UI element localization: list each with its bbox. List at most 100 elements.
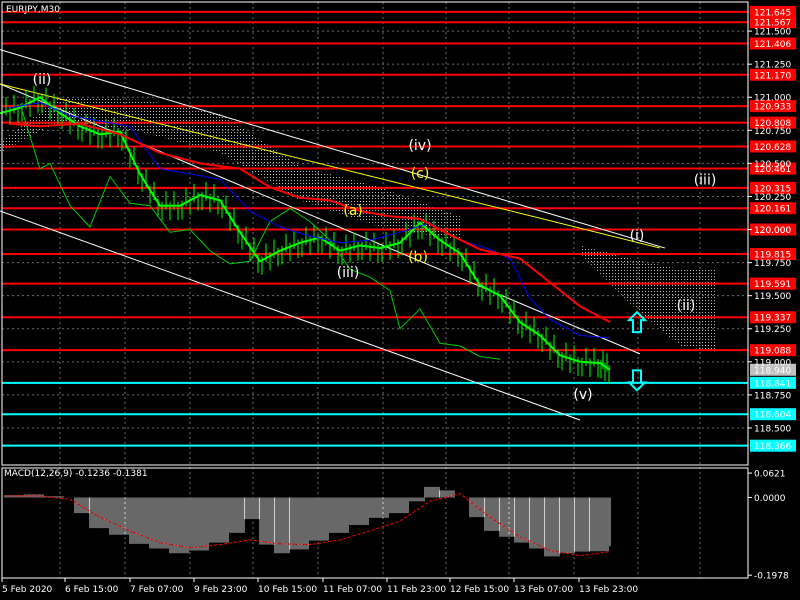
level-label: 120.315 — [754, 184, 791, 194]
wave-label: (iv) — [408, 138, 431, 154]
level-label-box — [750, 140, 796, 153]
level-label-box — [750, 37, 796, 50]
main-panel-border — [1, 1, 749, 466]
level-label-box — [750, 376, 796, 389]
wave-annotations: (ii) (iv) (c) (iii) (a) (i) (b) (iii) (ii) (v) — [33, 72, 717, 403]
indicator-line — [9, 122, 611, 323]
level-label: 120.000 — [754, 226, 791, 236]
level-label: 121.406 — [754, 40, 791, 50]
level-label: 119.591 — [754, 280, 791, 290]
level-label-box — [750, 68, 796, 81]
cloud-segment — [0, 97, 460, 241]
level-label-box — [750, 116, 796, 129]
level-label: 121.567 — [754, 19, 791, 29]
macd-y-tick-label: 0.0621 — [754, 470, 786, 480]
x-tick-label: 9 Feb 23:00 — [194, 585, 248, 595]
x-tick-label: 11 Feb 23:00 — [387, 585, 446, 595]
macd-signal-line — [5, 492, 611, 557]
current-price-box — [750, 363, 796, 376]
y-tick-label: 119.500 — [754, 292, 791, 302]
level-label-box — [750, 223, 796, 236]
price-line — [0, 96, 611, 371]
level-label-box — [750, 16, 796, 29]
level-label-box — [750, 162, 796, 175]
level-label: 121.645 — [754, 8, 791, 18]
indicator-lines — [0, 85, 611, 384]
level-label-box — [750, 408, 796, 421]
wave-label: (v) — [573, 387, 592, 403]
level-label-box — [750, 344, 796, 357]
y-tick-label: 121.500 — [754, 28, 791, 38]
y-tick-label: 119.250 — [754, 325, 791, 335]
level-label: 121.170 — [754, 71, 791, 81]
macd-title: MACD(12,26,9) -0.1236 -0.1381 — [4, 469, 148, 479]
level-label: 120.161 — [754, 205, 791, 215]
level-label: 118.841 — [754, 379, 791, 389]
y-tick-label: 119.750 — [754, 259, 791, 269]
y-tick-label: 120.000 — [754, 226, 791, 236]
x-tick-label: 10 Feb 15:00 — [258, 585, 317, 595]
macd-y-tick-label: 0.0000 — [754, 494, 786, 504]
trend-lines — [0, 49, 666, 421]
level-label: 118.366 — [754, 442, 791, 452]
level-label: 119.815 — [754, 251, 791, 261]
indicator-line — [9, 101, 611, 339]
level-label-box — [750, 202, 796, 215]
wave-label: (iii) — [694, 173, 717, 189]
arrow-up-icon — [626, 310, 648, 334]
x-tick-label: 5 Feb 2020 — [2, 585, 53, 595]
level-label-box — [750, 439, 796, 452]
y-tick-label: 121.000 — [754, 94, 791, 104]
level-label-box — [750, 100, 796, 113]
y-tick-label: 120.750 — [754, 127, 791, 137]
wave-label: (a) — [343, 203, 363, 219]
wave-label: (b) — [408, 249, 428, 265]
cloud-segment — [580, 245, 715, 352]
x-tick-label: 12 Feb 15:00 — [450, 585, 509, 595]
chart-title: EURJPY,M30 — [6, 5, 60, 15]
level-label-box — [750, 181, 796, 194]
level-label: 119.088 — [754, 347, 791, 357]
level-label-box — [750, 248, 796, 261]
time-axis: 5 Feb 2020 6 Feb 15:00 7 Feb 07:00 9 Feb 23… — [1, 578, 638, 595]
y-tick-label: 120.500 — [754, 160, 791, 170]
macd-y-tick-label: -0.1978 — [754, 572, 789, 582]
level-label-box — [750, 5, 796, 18]
wave-label: (i) — [630, 228, 645, 244]
x-tick-label: 11 Feb 07:00 — [323, 585, 382, 595]
wave-label: (iii) — [337, 265, 360, 281]
indicator-line — [19, 103, 501, 360]
horizontal-levels — [2, 10, 748, 447]
trend-line — [0, 210, 581, 421]
y-tick-label: 121.250 — [754, 61, 791, 71]
level-label: 119.337 — [754, 314, 791, 324]
ichimoku-cloud — [0, 97, 715, 352]
level-label-box — [750, 277, 796, 290]
y-tick-label: 119.000 — [754, 358, 791, 368]
chart-frame — [1, 1, 749, 579]
arrow-down-icon — [626, 369, 648, 392]
trend-line — [0, 49, 666, 249]
x-tick-label: 6 Feb 15:00 — [65, 585, 119, 595]
level-label-box — [750, 311, 796, 324]
level-label: 120.933 — [754, 103, 791, 113]
y-tick-label: 118.500 — [754, 424, 791, 434]
x-tick-label: 13 Feb 07:00 — [514, 585, 573, 595]
x-tick-label: 7 Feb 07:00 — [130, 585, 184, 595]
current-price-label: 118.940 — [754, 366, 791, 376]
level-label: 118.604 — [754, 411, 791, 421]
trend-line — [0, 83, 641, 355]
macd-panel-border — [1, 467, 749, 579]
level-label: 120.628 — [754, 143, 791, 153]
wave-label: (ii) — [677, 298, 696, 314]
y-tick-label: 120.250 — [754, 193, 791, 203]
level-label: 120.808 — [754, 119, 791, 129]
y-tick-label: 118.750 — [754, 391, 791, 401]
macd-panel — [4, 486, 611, 557]
trend-line — [0, 83, 661, 249]
level-label: 120.461 — [754, 165, 791, 175]
x-tick-label: 13 Feb 23:00 — [579, 585, 638, 595]
wave-label: (c) — [411, 166, 430, 182]
